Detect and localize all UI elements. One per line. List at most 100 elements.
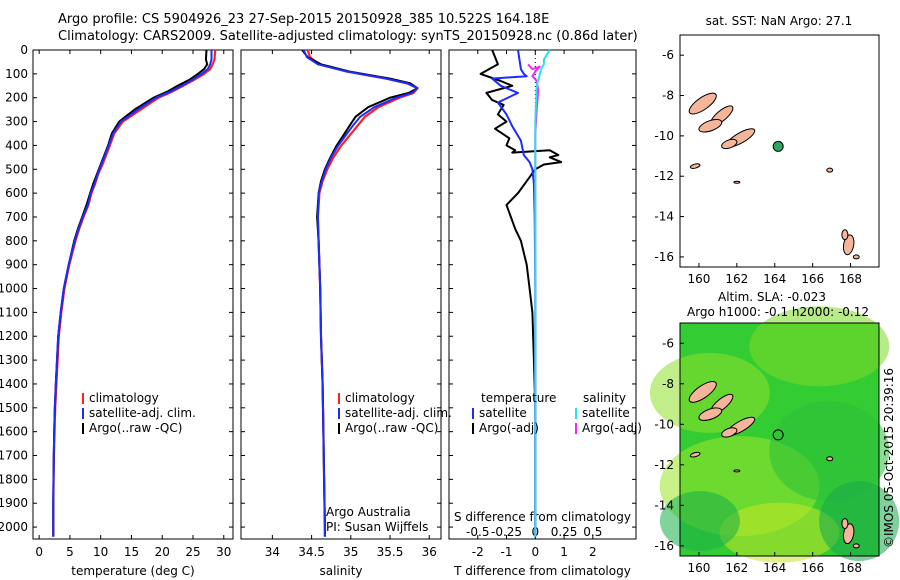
salinity-xtick-label: 35.5 bbox=[377, 545, 404, 559]
temperature-legend-label: Argo(..raw -QC) bbox=[89, 421, 182, 435]
sst-ytick-label: -14 bbox=[654, 210, 674, 224]
title-line-1: Argo profile: CS 5904926_23 27-Sep-2015 … bbox=[58, 12, 550, 27]
sst-map: 160 162 164 166 168 -6 -8 -10 -12 -14 -16 bbox=[654, 34, 880, 286]
sst-ytick-label: -6 bbox=[662, 48, 674, 62]
difference-xlabel: T difference from climatology bbox=[453, 564, 631, 578]
temperature-argo-line bbox=[52, 49, 209, 537]
salinity-xtick-label: 36 bbox=[422, 545, 437, 559]
sla-island bbox=[721, 427, 738, 438]
depth-tick-label: 800 bbox=[5, 234, 28, 248]
sst-island bbox=[826, 167, 834, 173]
sst-island bbox=[688, 92, 717, 115]
sla-island bbox=[698, 407, 723, 421]
sla-ytick-label: -12 bbox=[654, 458, 674, 472]
temperature-xtick-label: 30 bbox=[216, 545, 231, 559]
salinity-legend-label: satellite-adj. clim. bbox=[345, 406, 452, 420]
depth-tick-label: 1400 bbox=[0, 377, 28, 391]
salinity-legend-label: Argo(..raw -QC) bbox=[345, 421, 438, 435]
sla-sla-blob bbox=[749, 306, 890, 387]
depth-tick-label: 1600 bbox=[0, 425, 28, 439]
difference-top-tick-label: -0.25 bbox=[491, 525, 522, 539]
depth-tick-label: 1700 bbox=[0, 449, 28, 463]
depth-tick-label: 2000 bbox=[0, 520, 28, 534]
temperature-xlabel: temperature (deg C) bbox=[71, 564, 194, 578]
temperature-xtick-label: 15 bbox=[124, 545, 139, 559]
sla-island bbox=[688, 380, 717, 403]
difference-sal-satellite-line bbox=[534, 49, 551, 537]
sla-ytick-label: -10 bbox=[654, 417, 674, 431]
depth-tick-label: 600 bbox=[5, 186, 28, 200]
sla-island bbox=[826, 456, 834, 462]
difference-xtick-label: 0 bbox=[531, 545, 539, 559]
salinity-xtick-label: 34 bbox=[265, 545, 280, 559]
sla-ytick-label: -8 bbox=[662, 377, 674, 391]
temperature-xtick-label: 0 bbox=[35, 545, 43, 559]
difference-temp-legend-label: Argo(-adj) bbox=[479, 421, 539, 435]
temperature-frame bbox=[32, 49, 234, 540]
imos-side-label: ©IMOS 05-Oct-2015 20:39:16 bbox=[882, 368, 896, 548]
sla-map: 160 162 164 166 168 -6 -8 -10 -12 -14 -16 bbox=[649, 306, 900, 575]
sst-map-title: sat. SST: NaN Argo: 27.1 bbox=[706, 14, 853, 28]
depth-tick-label: 1300 bbox=[0, 353, 28, 367]
sst-xtick-label: 166 bbox=[801, 272, 824, 286]
sla-xtick-label: 166 bbox=[801, 561, 824, 575]
difference-legend-sal-header: salinity bbox=[583, 391, 626, 405]
sst-island bbox=[698, 119, 723, 133]
sst-xtick-label: 168 bbox=[839, 272, 862, 286]
sst-ytick-label: -8 bbox=[662, 89, 674, 103]
sst-island bbox=[841, 229, 849, 241]
salinity-xtick-label: 35 bbox=[343, 545, 358, 559]
difference-xtick-label: -1 bbox=[501, 545, 513, 559]
difference-sal-legend-label: Argo(-adj) bbox=[582, 421, 642, 435]
sla-map-title-1: Altim. SLA: -0.023 bbox=[718, 290, 826, 304]
salinity-note-line1: Argo Australia bbox=[326, 505, 411, 519]
difference-legend-temp-header: temperature bbox=[481, 391, 556, 405]
sla-ytick-label: -6 bbox=[662, 336, 674, 350]
difference-top-tick-label: 0.5 bbox=[583, 525, 602, 539]
sst-ytick-label: -10 bbox=[654, 129, 674, 143]
depth-tick-label: 100 bbox=[5, 67, 28, 81]
temperature-xtick-label: 5 bbox=[66, 545, 74, 559]
sla-argo-point bbox=[772, 429, 784, 441]
salinity-xtick-label: 34.5 bbox=[298, 545, 325, 559]
depth-tick-label: 1900 bbox=[0, 496, 28, 510]
depth-tick-label: 200 bbox=[5, 91, 28, 105]
sst-island bbox=[689, 163, 701, 169]
difference-temp-satellite-line bbox=[491, 49, 537, 537]
depth-tick-label: 700 bbox=[5, 210, 28, 224]
temperature-xtick-label: 20 bbox=[155, 545, 170, 559]
sst-island bbox=[852, 254, 860, 260]
depth-tick-label: 1000 bbox=[0, 282, 28, 296]
sla-island bbox=[689, 451, 701, 458]
salinity-xlabel: salinity bbox=[319, 564, 362, 578]
sst-xtick-label: 160 bbox=[687, 272, 710, 286]
depth-tick-label: 0 bbox=[20, 43, 28, 57]
sla-ytick-label: -14 bbox=[654, 498, 674, 512]
difference-temp-argo-line bbox=[479, 49, 563, 537]
depth-tick-label: 1800 bbox=[0, 472, 28, 486]
temperature-xtick-label: 25 bbox=[185, 545, 200, 559]
temperature-legend-label: climatology bbox=[89, 391, 159, 405]
sst-island bbox=[721, 138, 738, 150]
title-line-2: Climatology: CARS2009. Satellite-adjuste… bbox=[58, 29, 638, 44]
sst-argo-point bbox=[772, 140, 784, 152]
sla-sla-blob bbox=[769, 401, 890, 502]
depth-tick-label: 1100 bbox=[0, 305, 28, 319]
temperature-xtick-label: 10 bbox=[93, 545, 108, 559]
depth-tick-label: 1500 bbox=[0, 401, 28, 415]
salinity-note-line2: PI: Susan Wijffels bbox=[326, 520, 428, 534]
difference-temp-legend-label: satellite bbox=[479, 406, 527, 420]
temperature-climatology-line bbox=[52, 49, 217, 537]
depth-tick-label: 1200 bbox=[0, 329, 28, 343]
sla-island bbox=[841, 518, 849, 530]
temperature-satellite-line bbox=[52, 50, 213, 537]
difference-sal-argo-line bbox=[527, 63, 541, 537]
difference-sal-legend-label: satellite bbox=[582, 406, 630, 420]
sst-ytick-label: -12 bbox=[654, 169, 674, 183]
salinity-satellite-line bbox=[302, 49, 419, 537]
sla-ytick-label: -16 bbox=[654, 539, 674, 553]
depth-tick-label: 500 bbox=[5, 162, 28, 176]
sla-island bbox=[852, 543, 860, 549]
depth-tick-label: 400 bbox=[5, 138, 28, 152]
